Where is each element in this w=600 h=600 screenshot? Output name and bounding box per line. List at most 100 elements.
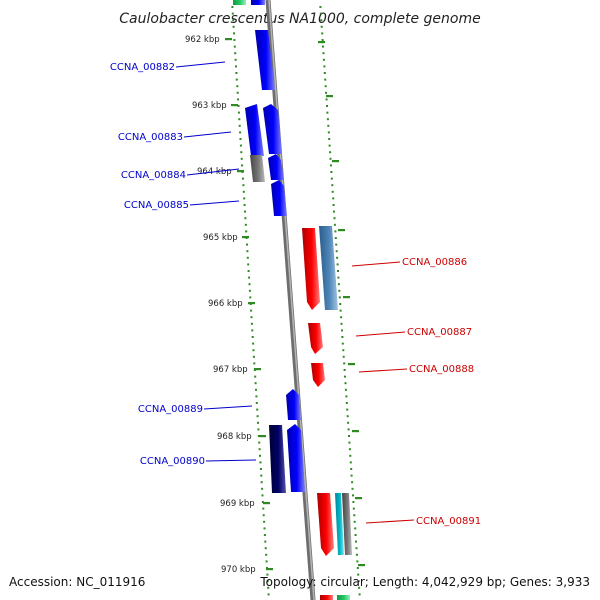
scale-dot — [358, 586, 361, 589]
scale-dot — [337, 283, 340, 286]
kbp-tick — [231, 104, 238, 107]
scale-dot — [350, 468, 353, 470]
leader-line — [358, 368, 408, 373]
scale-dot — [337, 270, 339, 272]
scale-dot — [320, 25, 323, 28]
scale-dot — [344, 382, 347, 385]
kbp-tick-right — [355, 497, 362, 500]
scale-dot — [326, 111, 329, 114]
gene-feature-00886 — [302, 228, 320, 310]
scale-dot — [356, 560, 359, 563]
kbp-mark: 967 kbp — [213, 365, 261, 375]
gene-label[interactable]: CCNA_00887 — [407, 327, 472, 338]
scale-dot — [239, 144, 242, 147]
scale-dot — [237, 111, 240, 114]
leader-line — [183, 131, 232, 138]
scale-dot — [333, 223, 336, 226]
scale-dot — [267, 593, 270, 596]
kbp-tick-right — [352, 430, 359, 433]
kbp-ticks: 962 kbp 963 kbp 964 kbp 965 kbp 966 kbp … — [185, 35, 273, 575]
gene-label[interactable]: CCNA_00889 — [138, 404, 203, 415]
scale-dot — [250, 322, 253, 325]
gene-label-item[interactable]: CCNA_00887 — [355, 327, 472, 338]
scale-dot — [345, 402, 348, 404]
gene-label[interactable]: CCNA_00884 — [121, 170, 186, 181]
kbp-mark: 968 kbp — [217, 432, 266, 442]
scale-dot — [330, 171, 333, 173]
gene-label[interactable]: CCNA_00886 — [402, 257, 467, 268]
scale-dot — [326, 118, 329, 121]
gene-feature-top-green — [233, 0, 246, 5]
scale-dot — [257, 428, 260, 431]
gene-label[interactable]: CCNA_00891 — [416, 516, 481, 527]
scale-dot — [264, 540, 267, 543]
scale-dot — [348, 441, 351, 444]
scale-dot — [353, 520, 356, 523]
kbp-tick — [242, 236, 249, 239]
kbp-label: 966 kbp — [208, 299, 243, 309]
scale-dot — [349, 454, 352, 457]
scale-dot — [357, 573, 360, 576]
kbp-tick-right — [326, 95, 333, 98]
scale-dot — [258, 441, 261, 444]
scale-dot — [251, 336, 254, 338]
kbp-tick — [263, 502, 270, 505]
gene-label-item[interactable]: CCNA_00885 — [124, 200, 240, 211]
scale-dot — [261, 501, 264, 503]
gene-feature-00891 — [317, 493, 334, 556]
gene-feature-00883b — [263, 104, 282, 154]
kbp-tick-right — [348, 363, 355, 366]
gene-label[interactable]: CCNA_00882 — [110, 62, 175, 73]
gene-label-item[interactable]: CCNA_00886 — [351, 257, 467, 268]
scale-dot — [331, 190, 334, 193]
kbp-tick-right — [318, 41, 325, 44]
scale-dot — [238, 118, 241, 121]
scale-dot — [354, 527, 357, 530]
scale-dot — [343, 362, 346, 365]
scale-dot — [344, 375, 346, 378]
scale-dot — [332, 204, 335, 206]
scale-dot — [240, 157, 243, 160]
gene-label[interactable]: CCNA_00890 — [140, 456, 205, 467]
kbp-tick — [237, 170, 244, 173]
scale-dot — [347, 421, 350, 424]
scale-dot — [352, 501, 355, 503]
scale-dot — [255, 402, 258, 404]
plus-strand-genes — [233, 0, 305, 493]
kbp-mark: 966 kbp — [208, 299, 255, 309]
scale-dot — [252, 342, 255, 345]
kbp-tick-right — [343, 296, 350, 299]
scale-dot — [352, 494, 354, 497]
scale-dot — [329, 151, 332, 154]
scale-dot — [336, 263, 339, 266]
leader-line — [203, 405, 253, 410]
leader-line — [355, 331, 406, 337]
scale-dot — [259, 468, 262, 470]
kbp-mark: 965 kbp — [203, 233, 249, 243]
leader-line — [186, 168, 240, 176]
scale-dot — [320, 19, 323, 22]
scale-dot — [233, 39, 236, 41]
scale-dot — [343, 369, 346, 371]
scale-dot — [239, 138, 242, 140]
scale-dot — [257, 435, 260, 437]
gene-label-item[interactable]: CCNA_00888 — [358, 364, 474, 375]
scale-dot — [251, 329, 254, 332]
gene-label[interactable]: CCNA_00888 — [409, 364, 474, 375]
scale-dot — [355, 540, 357, 543]
gene-label-item[interactable]: CCNA_00882 — [110, 61, 226, 73]
scale-dot — [321, 32, 324, 35]
gene-label[interactable]: CCNA_00885 — [124, 200, 189, 211]
gene-label-item[interactable]: CCNA_00883 — [118, 131, 232, 143]
gene-label[interactable]: CCNA_00883 — [118, 132, 183, 143]
minus-strand-genes — [302, 226, 352, 600]
right-ticks — [318, 41, 365, 567]
scale-dot — [235, 65, 237, 68]
gene-label-item[interactable]: CCNA_00884 — [121, 168, 240, 181]
scale-dot — [342, 355, 345, 358]
scale-dot — [331, 184, 334, 187]
gene-label-item[interactable]: CCNA_00890 — [140, 456, 257, 467]
gene-label-item[interactable]: CCNA_00891 — [365, 516, 481, 527]
gene-label-item[interactable]: CCNA_00889 — [138, 404, 253, 415]
gene-feature-00890-navy — [269, 425, 286, 493]
